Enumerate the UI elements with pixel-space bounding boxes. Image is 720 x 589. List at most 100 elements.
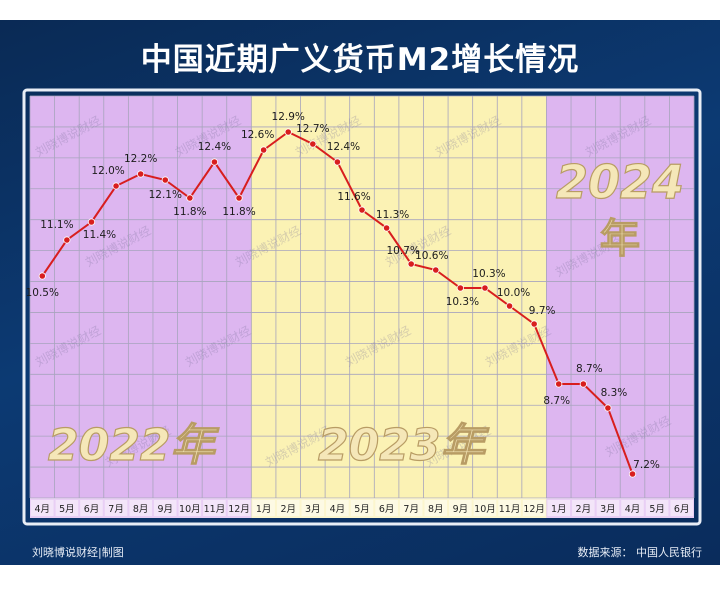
data-point xyxy=(210,158,219,166)
x-tick-label: 6月 xyxy=(84,504,100,515)
x-tick-label: 12月 xyxy=(228,504,250,515)
x-tick-cell xyxy=(350,500,374,516)
x-tick-label: 12月 xyxy=(523,504,545,515)
x-tick-label: 1月 xyxy=(256,504,272,515)
data-point xyxy=(628,470,637,478)
data-label: 11.8% xyxy=(222,206,255,218)
x-tick-cell xyxy=(252,500,275,516)
data-point xyxy=(555,380,563,388)
data-point xyxy=(260,146,268,154)
data-point xyxy=(604,404,612,412)
data-label: 11.1% xyxy=(40,219,73,231)
data-label: 12.9% xyxy=(272,111,305,123)
data-point xyxy=(530,320,538,328)
x-tick-label: 6月 xyxy=(674,504,690,515)
data-point xyxy=(505,302,514,310)
data-point xyxy=(382,224,391,232)
x-tick-cell xyxy=(399,500,423,516)
data-label: 11.6% xyxy=(337,191,370,203)
x-tick-cell xyxy=(178,500,202,516)
x-tick-cell xyxy=(31,500,54,516)
chart-title: 中国近期广义货币M2增长情况 xyxy=(140,42,580,78)
data-label: 12.4% xyxy=(327,141,360,153)
data-label: 12.0% xyxy=(91,165,124,177)
x-tick-label: 3月 xyxy=(305,504,321,515)
data-point xyxy=(284,128,292,136)
x-tick-label: 10月 xyxy=(179,504,201,515)
x-tick-cell xyxy=(547,500,571,516)
x-tick-cell xyxy=(276,500,300,516)
x-tick-cell xyxy=(424,500,448,516)
data-label: 12.1% xyxy=(149,189,182,201)
x-axis-strip xyxy=(30,498,694,518)
x-tick-cell xyxy=(227,500,251,516)
x-tick-label: 7月 xyxy=(108,504,124,515)
year-band xyxy=(30,96,252,518)
x-tick-label: 2月 xyxy=(280,504,296,515)
data-label: 8.7% xyxy=(543,395,570,407)
x-tick-label: 2月 xyxy=(576,504,592,515)
data-point xyxy=(112,182,120,190)
data-label: 10.0% xyxy=(497,287,530,299)
data-point xyxy=(38,272,46,280)
year-label-2024-digits: 2024 xyxy=(556,155,684,209)
data-point xyxy=(481,284,489,292)
data-point xyxy=(333,158,342,166)
x-tick-label: 4月 xyxy=(625,504,641,515)
x-tick-label: 5月 xyxy=(59,504,75,515)
data-label: 12.6% xyxy=(241,129,274,141)
x-tick-cell xyxy=(104,500,128,516)
x-tick-label: 8月 xyxy=(133,504,149,515)
data-label: 8.3% xyxy=(601,387,628,399)
data-label: 10.3% xyxy=(472,268,505,280)
data-point xyxy=(137,170,145,178)
data-label: 11.4% xyxy=(83,229,116,241)
data-point xyxy=(407,260,415,268)
credit-text: 刘晓博说财经|制图 xyxy=(32,546,124,559)
data-label: 9.7% xyxy=(529,305,556,317)
plot-border xyxy=(22,88,702,526)
year-label-2022: 2022年 xyxy=(48,420,219,471)
x-tick-cell xyxy=(203,500,226,516)
chart-card: 中国近期广义货币M2增长情况 刘晓博说财经 刘晓博说财经 刘晓博说财经 刘晓博说财经刘… xyxy=(0,20,720,565)
x-tick-label: 11月 xyxy=(204,504,226,515)
data-point xyxy=(432,266,440,274)
data-point xyxy=(161,176,169,184)
data-point xyxy=(309,140,317,148)
x-tick-label: 4月 xyxy=(330,504,346,515)
x-tick-cell xyxy=(621,500,644,516)
year-label-2024-char: 年 xyxy=(600,216,640,262)
year-label-2023: 2023年 xyxy=(318,420,489,471)
x-tick-label: 11月 xyxy=(499,504,521,515)
data-label: 10.7% xyxy=(387,245,420,257)
x-tick-cell xyxy=(572,500,595,516)
x-tick-label: 8月 xyxy=(428,504,444,515)
data-point xyxy=(63,236,71,244)
x-tick-cell xyxy=(80,500,103,516)
x-tick-cell xyxy=(670,500,693,516)
data-label: 11.8% xyxy=(173,206,206,218)
x-tick-label: 9月 xyxy=(453,504,469,515)
x-tick-label: 5月 xyxy=(649,504,665,515)
x-tick-cell xyxy=(449,500,472,516)
data-label: 12.7% xyxy=(296,123,329,135)
data-label: 8.7% xyxy=(576,363,603,375)
data-point xyxy=(579,380,587,388)
x-tick-label: 10月 xyxy=(474,504,496,515)
x-tick-cell xyxy=(129,500,152,516)
x-tick-cell xyxy=(645,500,669,516)
data-label: 10.6% xyxy=(415,250,448,262)
data-point xyxy=(87,218,96,226)
source-text: 数据来源： 中国人民银行 xyxy=(577,546,703,559)
x-tick-cell xyxy=(153,500,177,516)
data-point xyxy=(358,206,366,214)
x-tick-label: 5月 xyxy=(354,504,370,515)
data-point xyxy=(186,194,194,202)
data-label: 11.3% xyxy=(376,209,409,221)
x-tick-cell xyxy=(326,500,349,516)
x-tick-label: 4月 xyxy=(35,504,51,515)
data-label: 12.2% xyxy=(124,153,157,165)
x-tick-label: 9月 xyxy=(157,504,173,515)
x-tick-cell xyxy=(55,500,79,516)
